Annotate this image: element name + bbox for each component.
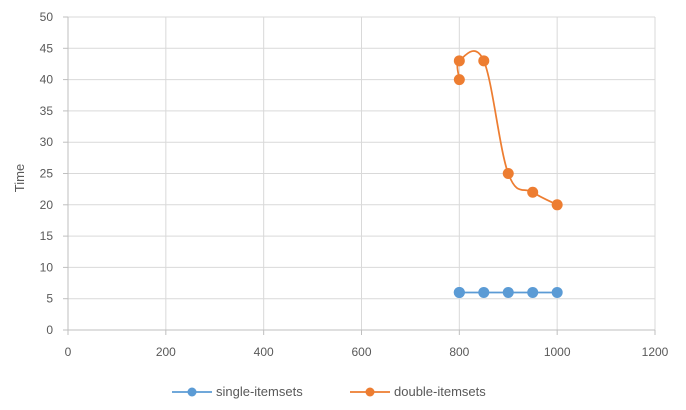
data-point [453, 55, 465, 67]
data-point [502, 286, 514, 298]
x-tick-label: 200 [156, 345, 176, 359]
y-tick-label: 35 [40, 104, 54, 118]
y-tick-label: 50 [40, 10, 54, 24]
data-point [502, 168, 514, 179]
y-tick-label: 0 [46, 323, 53, 337]
series-single-itemsets [453, 286, 563, 298]
y-tick-labels: 0 5 10 15 20 25 30 35 40 45 50 [40, 10, 54, 337]
y-axis-title: Time [12, 164, 27, 192]
legend-label: single-itemsets [216, 384, 303, 399]
data-point [478, 55, 490, 67]
x-tick-label: 800 [449, 345, 469, 359]
y-tick-label: 45 [40, 41, 54, 55]
series [453, 50, 563, 298]
legend-marker [365, 387, 375, 397]
y-tick-label: 40 [40, 73, 54, 87]
x-tick-label: 600 [351, 345, 371, 359]
series-double-itemsets [453, 50, 563, 211]
data-point [478, 286, 490, 298]
data-point [551, 199, 563, 211]
x-tick-label: 1000 [544, 345, 571, 359]
y-tick-label: 5 [46, 292, 53, 306]
y-tick-label: 20 [40, 198, 54, 212]
data-point [551, 286, 563, 298]
gridlines [68, 16, 656, 330]
x-tick-labels: 0 200 400 600 800 1000 1200 [65, 345, 669, 359]
x-tick-label: 1200 [642, 345, 669, 359]
data-point [527, 186, 539, 198]
x-tick-label: 400 [254, 345, 274, 359]
legend: single-itemsets double-itemsets [172, 384, 486, 399]
y-tick-label: 25 [40, 167, 54, 181]
legend-entry: double-itemsets [350, 384, 486, 399]
x-tick-label: 0 [65, 345, 72, 359]
data-point [453, 286, 465, 298]
legend-entry: single-itemsets [172, 384, 303, 399]
y-tick-label: 10 [40, 260, 54, 274]
series-line [456, 50, 558, 206]
data-point [527, 286, 539, 298]
axes [63, 16, 656, 335]
y-tick-label: 30 [40, 135, 54, 149]
legend-marker [187, 387, 197, 397]
y-tick-label: 15 [40, 229, 54, 243]
data-point [453, 74, 465, 86]
legend-label: double-itemsets [394, 384, 486, 399]
